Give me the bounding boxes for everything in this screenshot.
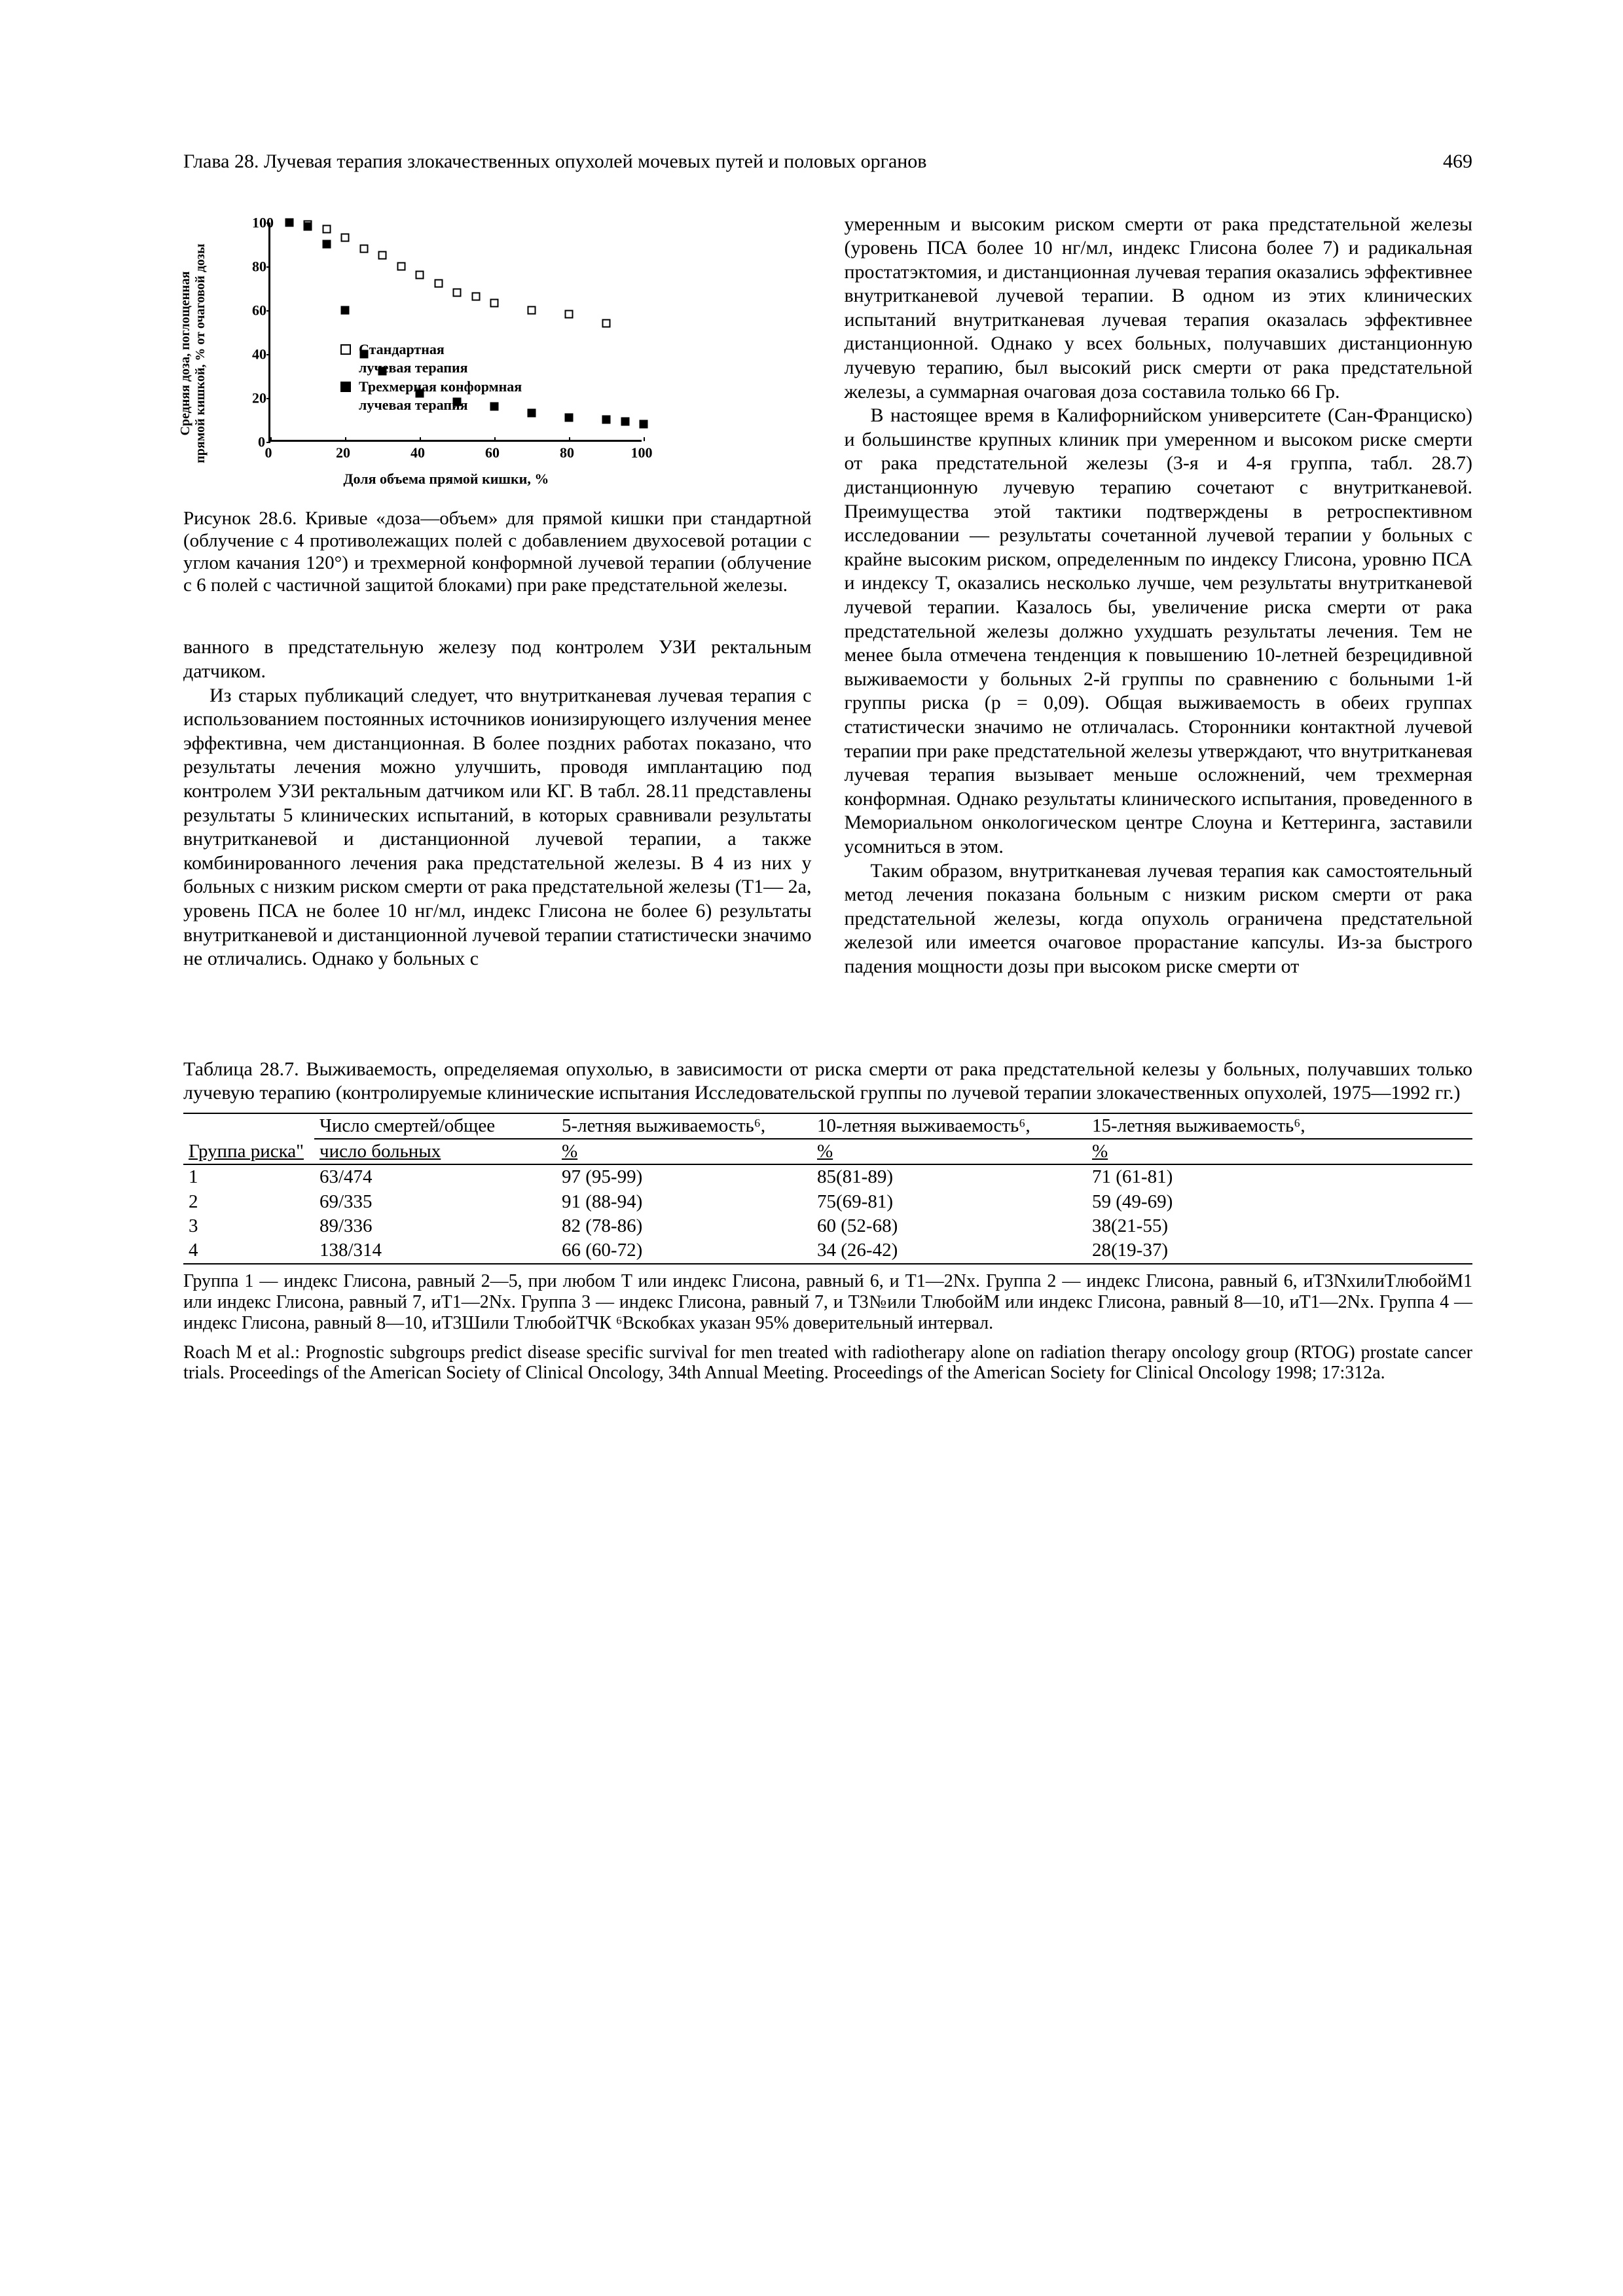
table-cell: 85(81-89)	[812, 1164, 1087, 1189]
marker-standard	[397, 262, 405, 270]
figure-caption: Рисунок 28.6. Кривые «доза—объем» для пр…	[183, 507, 812, 597]
table-cell: 138/314	[314, 1238, 556, 1263]
xtick-label: 20	[336, 444, 350, 461]
table-cell: 4	[183, 1238, 314, 1263]
chart-xlabel: Доля объема прямой кишки, %	[343, 471, 549, 487]
table-cell: 3	[183, 1214, 314, 1238]
legend-marker-open	[340, 344, 351, 355]
ytick-label: 20	[252, 389, 265, 406]
xtick-label: 0	[265, 444, 272, 461]
th-s5-1: 5-летняя выживаемость⁶,	[556, 1113, 812, 1139]
legend-conformal-2: лучевая терапия	[359, 397, 468, 414]
right-p1: умеренным и высоким риском смерти от рак…	[845, 213, 1473, 404]
left-column: Средняя доза, поглощеннаяпрямой кишкой, …	[183, 213, 812, 979]
chart-ylabel: Средняя доза, поглощеннаяпрямой кишкой, …	[178, 243, 208, 463]
table-cell: 75(69-81)	[812, 1190, 1087, 1214]
figure-28-6: Средняя доза, поглощеннаяпрямой кишкой, …	[183, 213, 812, 597]
marker-conformal	[528, 408, 536, 417]
legend-marker-solid	[340, 382, 351, 392]
table-row: 4138/31466 (60-72)34 (26-42)28(19-37)	[183, 1238, 1472, 1263]
th-deaths-2: число больных	[319, 1141, 441, 1162]
table-notes: Группа 1 — индекс Глисона, равный 2—5, п…	[183, 1271, 1472, 1335]
table-cell: 38(21-55)	[1087, 1214, 1472, 1238]
xtick-label: 100	[631, 444, 653, 461]
xtick-label: 40	[410, 444, 425, 461]
table-cell: 69/335	[314, 1190, 556, 1214]
left-p2: Из старых публикаций следует, что внутри…	[183, 684, 812, 971]
table-28-7: Таблица 28.7. Выживаемость, определяемая…	[183, 1058, 1472, 1384]
right-column: умеренным и высоким риском смерти от рак…	[845, 213, 1473, 979]
marker-conformal	[602, 416, 611, 424]
marker-standard	[453, 288, 462, 296]
table-row: 269/33591 (88-94)75(69-81)59 (49-69)	[183, 1190, 1472, 1214]
table-cell: 91 (88-94)	[556, 1190, 812, 1214]
table-cell: 89/336	[314, 1214, 556, 1238]
marker-conformal	[322, 240, 331, 249]
legend-standard-2: лучевая терапия	[359, 359, 468, 376]
th-s5-2: %	[562, 1141, 577, 1162]
xtick-label: 60	[485, 444, 500, 461]
th-deaths-1: Число смертей/общее	[314, 1113, 556, 1139]
legend-standard-1: Стандартная	[359, 341, 445, 358]
left-p1: ванного в предстательную железу под конт…	[183, 636, 812, 683]
table-row: 163/47497 (95-99)85(81-89)71 (61-81)	[183, 1164, 1472, 1189]
legend-conformal-1: Трехмерная конформная	[359, 378, 522, 395]
main-columns: Средняя доза, поглощеннаяпрямой кишкой, …	[183, 213, 1472, 979]
marker-conformal	[565, 413, 574, 422]
survival-table: Группа риска" Число смертей/общее 5-летн…	[183, 1113, 1472, 1265]
right-p2: В настоящее время в Калифорнийском униве…	[845, 404, 1473, 859]
table-caption: Таблица 28.7. Выживаемость, определяемая…	[183, 1058, 1472, 1105]
marker-conformal	[621, 418, 629, 426]
ytick-label: 60	[252, 302, 265, 318]
marker-standard	[471, 293, 480, 301]
page-number: 469	[1394, 151, 1472, 173]
table-cell: 28(19-37)	[1087, 1238, 1472, 1263]
marker-conformal	[640, 420, 648, 428]
ytick-label: 40	[252, 346, 265, 362]
th-group: Группа риска"	[189, 1141, 304, 1162]
chapter-title: Глава 28. Лучевая терапия злокачественны…	[183, 151, 1394, 173]
marker-standard	[341, 233, 350, 242]
left-body-text: ванного в предстательную железу под конт…	[183, 636, 812, 971]
marker-standard	[434, 279, 443, 288]
marker-standard	[322, 224, 331, 233]
dose-volume-chart: Средняя доза, поглощеннаяпрямой кишкой, …	[196, 213, 655, 494]
marker-standard	[490, 299, 499, 308]
table-cell: 34 (26-42)	[812, 1238, 1087, 1263]
chart-legend: Стандартная лучевая терапия Трехмерная к…	[340, 341, 522, 416]
th-s15-1: 15-летняя выживаемость⁶,	[1087, 1113, 1472, 1139]
table-cell: 60 (52-68)	[812, 1214, 1087, 1238]
right-p3: Таким образом, внутритканевая лучевая те…	[845, 859, 1473, 979]
marker-standard	[565, 310, 574, 319]
ytick-label: 80	[252, 258, 265, 274]
table-reference: Roach M et al.: Prognostic subgroups pre…	[183, 1343, 1472, 1384]
marker-standard	[528, 306, 536, 314]
marker-standard	[378, 251, 387, 259]
xtick-label: 80	[560, 444, 574, 461]
table-cell: 66 (60-72)	[556, 1238, 812, 1263]
marker-conformal	[304, 223, 312, 231]
table-cell: 97 (95-99)	[556, 1164, 812, 1189]
ytick-label: 100	[252, 214, 265, 230]
marker-standard	[602, 319, 611, 327]
ytick-label: 0	[252, 433, 265, 450]
th-s10-1: 10-летняя выживаемость⁶,	[812, 1113, 1087, 1139]
marker-conformal	[341, 306, 350, 314]
table-cell: 2	[183, 1190, 314, 1214]
marker-standard	[416, 270, 424, 279]
th-s10-2: %	[817, 1141, 833, 1162]
table-cell: 1	[183, 1164, 314, 1189]
marker-conformal	[285, 218, 293, 226]
table-cell: 82 (78-86)	[556, 1214, 812, 1238]
th-s15-2: %	[1092, 1141, 1108, 1162]
table-cell: 71 (61-81)	[1087, 1164, 1472, 1189]
marker-standard	[359, 244, 368, 253]
table-cell: 59 (49-69)	[1087, 1190, 1472, 1214]
table-cell: 63/474	[314, 1164, 556, 1189]
page-header: Глава 28. Лучевая терапия злокачественны…	[183, 151, 1472, 173]
table-row: 389/33682 (78-86)60 (52-68)38(21-55)	[183, 1214, 1472, 1238]
